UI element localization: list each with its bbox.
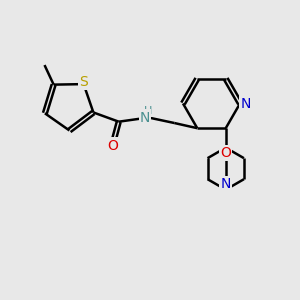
Text: H: H <box>144 106 152 116</box>
Text: N: N <box>240 97 250 110</box>
Text: N: N <box>220 177 231 191</box>
Text: N: N <box>140 110 150 124</box>
Text: S: S <box>79 75 88 89</box>
Text: O: O <box>107 139 118 152</box>
Text: O: O <box>220 146 231 160</box>
